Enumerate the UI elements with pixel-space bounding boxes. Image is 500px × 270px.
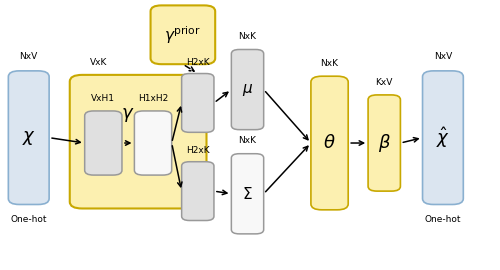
FancyBboxPatch shape xyxy=(368,95,400,191)
FancyBboxPatch shape xyxy=(8,71,49,204)
FancyBboxPatch shape xyxy=(182,162,214,221)
Text: VxK: VxK xyxy=(90,58,107,66)
Text: H2xK: H2xK xyxy=(186,146,210,155)
Text: NxV: NxV xyxy=(20,52,38,61)
FancyBboxPatch shape xyxy=(134,111,172,175)
Text: H2xK: H2xK xyxy=(186,58,210,67)
Text: $\chi$: $\chi$ xyxy=(22,129,36,147)
Text: NxK: NxK xyxy=(238,32,256,41)
FancyBboxPatch shape xyxy=(182,73,214,132)
Text: NxK: NxK xyxy=(238,136,256,145)
Text: $\theta$: $\theta$ xyxy=(323,134,336,152)
FancyBboxPatch shape xyxy=(422,71,464,204)
Text: NxK: NxK xyxy=(320,59,338,68)
FancyBboxPatch shape xyxy=(150,5,215,64)
FancyBboxPatch shape xyxy=(232,154,264,234)
Text: KxV: KxV xyxy=(376,77,393,87)
Text: $\gamma^{\mathrm{prior}}$: $\gamma^{\mathrm{prior}}$ xyxy=(164,24,202,46)
Text: $\hat{\chi}$: $\hat{\chi}$ xyxy=(436,125,450,150)
Text: VxH1: VxH1 xyxy=(92,94,116,103)
Text: H1xH2: H1xH2 xyxy=(138,94,168,103)
Text: $\gamma$: $\gamma$ xyxy=(122,106,135,124)
FancyBboxPatch shape xyxy=(232,49,264,130)
Text: One-hot: One-hot xyxy=(424,215,461,224)
Text: NxV: NxV xyxy=(434,52,452,61)
Text: $\Sigma$: $\Sigma$ xyxy=(242,186,253,202)
FancyBboxPatch shape xyxy=(70,75,206,208)
Text: $\mu$: $\mu$ xyxy=(242,82,253,97)
Text: $\beta$: $\beta$ xyxy=(378,132,390,154)
Text: One-hot: One-hot xyxy=(10,215,47,224)
FancyBboxPatch shape xyxy=(84,111,122,175)
FancyBboxPatch shape xyxy=(311,76,348,210)
